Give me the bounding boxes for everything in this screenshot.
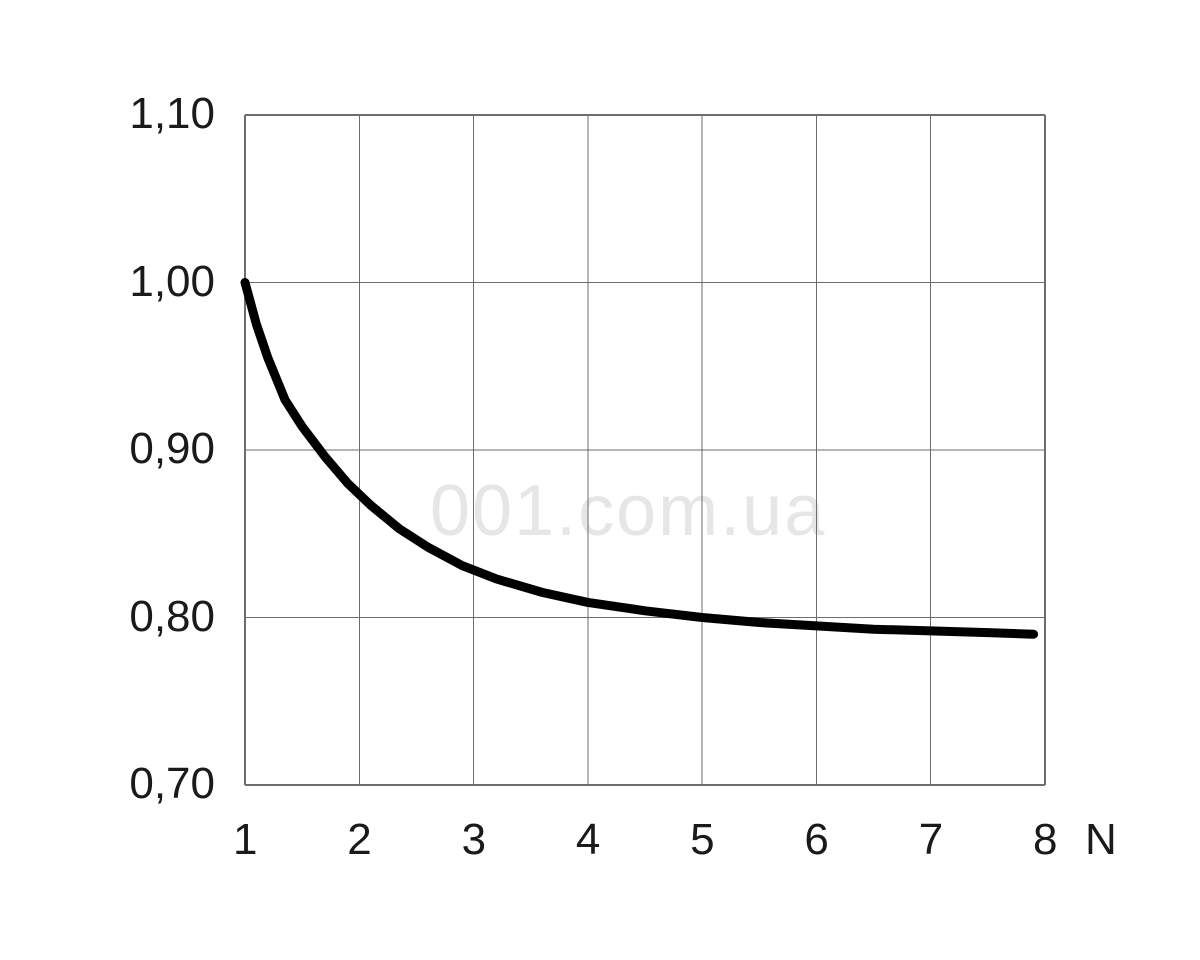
x-tick-label: 5 <box>690 815 714 865</box>
x-tick-label: 6 <box>804 815 828 865</box>
x-tick-label: 1 <box>233 815 257 865</box>
x-tick-label: 3 <box>462 815 486 865</box>
x-tick-label: 2 <box>347 815 371 865</box>
x-tick-label: 7 <box>919 815 943 865</box>
y-tick-label: 1,00 <box>129 257 215 307</box>
line-chart: 001.com.ua 0,700,800,901,001,1012345678N <box>0 0 1200 960</box>
y-tick-label: 0,80 <box>129 592 215 642</box>
x-tick-label: 8 <box>1033 815 1057 865</box>
curve <box>245 283 1034 635</box>
y-tick-label: 0,70 <box>129 759 215 809</box>
x-tick-label: 4 <box>576 815 600 865</box>
x-axis-label: N <box>1085 815 1117 865</box>
y-tick-label: 0,90 <box>129 424 215 474</box>
y-tick-label: 1,10 <box>129 89 215 139</box>
